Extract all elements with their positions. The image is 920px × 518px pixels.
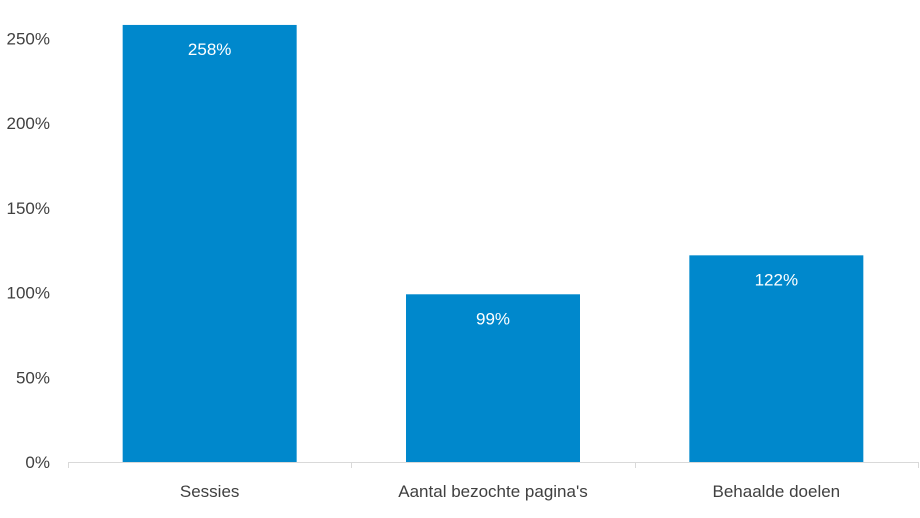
bar: [689, 255, 864, 462]
y-tick-label: 50%: [16, 368, 50, 387]
y-tick-label: 200%: [7, 114, 50, 133]
x-tick-label: Aantal bezochte pagina's: [398, 482, 587, 501]
data-labels-group: 258% 99% 122%: [188, 40, 798, 328]
bars-group: [122, 24, 864, 463]
bar: [406, 294, 580, 462]
x-axis: [68, 462, 919, 468]
y-axis-ticks: 0% 50% 100% 150% 200% 250%: [7, 30, 50, 473]
y-tick-label: 0%: [25, 453, 50, 472]
data-label: 258%: [188, 40, 231, 59]
y-tick-label: 100%: [7, 284, 50, 303]
bar: [122, 24, 297, 463]
data-label: 99%: [476, 309, 510, 328]
y-tick-label: 150%: [7, 199, 50, 218]
y-tick-label: 250%: [7, 30, 50, 49]
x-axis-labels: Sessies Aantal bezochte pagina's Behaalde …: [180, 482, 840, 501]
data-label: 122%: [755, 270, 798, 289]
x-tick-label: Sessies: [180, 482, 240, 501]
x-tick-label: Behaalde doelen: [713, 482, 841, 501]
